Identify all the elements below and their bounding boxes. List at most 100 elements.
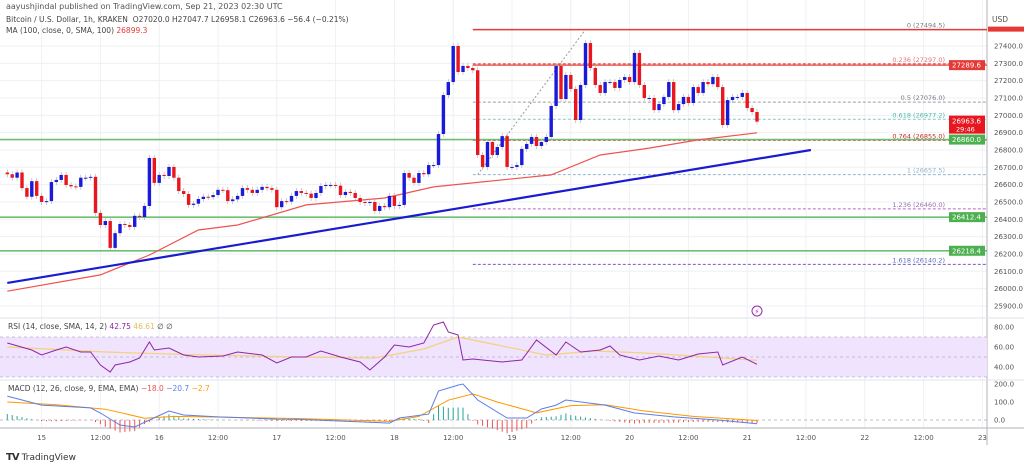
candle-up bbox=[417, 173, 421, 183]
candle-down bbox=[505, 136, 509, 167]
candle-up bbox=[461, 65, 465, 72]
candle-down bbox=[358, 197, 362, 202]
candle-up bbox=[623, 77, 627, 80]
candle-down bbox=[476, 70, 480, 156]
candle-up bbox=[59, 174, 63, 180]
candle-down bbox=[721, 87, 725, 126]
candle-up bbox=[103, 221, 107, 226]
candle-up bbox=[54, 179, 58, 183]
fib-top-tag bbox=[988, 26, 1024, 32]
candle-up bbox=[255, 189, 259, 193]
candle-down bbox=[382, 205, 387, 208]
candle-down bbox=[304, 192, 308, 194]
candle-down bbox=[407, 173, 411, 178]
fib-level-label: 0 (27494.5) bbox=[907, 22, 945, 30]
rsi-ma-value: 46.61 bbox=[133, 322, 155, 331]
macd-tick-label: 0.0 bbox=[994, 417, 1005, 425]
candle-down bbox=[221, 189, 225, 191]
candle-up bbox=[583, 43, 588, 85]
candle-up bbox=[329, 184, 333, 186]
candle-down bbox=[696, 87, 700, 93]
candle-down bbox=[299, 191, 303, 193]
candle-up bbox=[368, 201, 372, 204]
candle-up bbox=[314, 192, 318, 198]
symbol-title[interactable]: Bitcoin / U.S. Dollar, 1h, KRAKEN bbox=[6, 15, 128, 24]
candle-down bbox=[64, 174, 68, 185]
currency-label[interactable]: USD bbox=[992, 15, 1009, 24]
candle-down bbox=[270, 188, 274, 190]
candle-up bbox=[539, 142, 544, 146]
candle-up bbox=[79, 177, 83, 187]
tradingview-logo-icon: TV bbox=[6, 452, 20, 463]
rsi-value: 42.75 bbox=[109, 322, 131, 331]
candle-up bbox=[113, 233, 117, 248]
candle-up bbox=[510, 166, 514, 168]
candle-up bbox=[647, 97, 651, 99]
candle-up bbox=[84, 177, 88, 179]
candle-down bbox=[5, 172, 9, 175]
candle-down bbox=[265, 186, 269, 189]
candle-down bbox=[363, 201, 367, 204]
candle-down bbox=[98, 212, 103, 226]
candle-up bbox=[387, 195, 392, 208]
candle-down bbox=[745, 92, 749, 109]
fib-level-label: 0.618 (26977.2) bbox=[892, 111, 945, 119]
candle-up bbox=[603, 82, 607, 93]
candle-up bbox=[147, 157, 152, 206]
candle-down bbox=[309, 193, 313, 198]
candle-up bbox=[485, 142, 490, 167]
candle-down bbox=[172, 166, 176, 178]
candle-down bbox=[226, 190, 230, 202]
price-tick-label: 27300.0 bbox=[994, 60, 1023, 68]
candle-up bbox=[324, 184, 328, 187]
candle-up bbox=[167, 166, 171, 176]
candle-up bbox=[662, 96, 666, 105]
price-tick-label: 26100.0 bbox=[994, 268, 1023, 276]
candle-up bbox=[191, 203, 196, 205]
ohlc-values: O27020.0 H27047.7 L26958.1 C26963.6 −56.… bbox=[132, 15, 349, 24]
price-tick-label: 26400.0 bbox=[994, 216, 1023, 224]
ma-legend-label[interactable]: MA (100, close, 0, SMA, 100) bbox=[6, 26, 114, 35]
time-tick-label: 22 bbox=[860, 434, 869, 442]
price-tick-label: 26900.0 bbox=[994, 129, 1023, 137]
candle-down bbox=[373, 201, 377, 211]
ma100-line bbox=[7, 132, 758, 292]
candle-down bbox=[152, 157, 156, 183]
published-note: aayushjindal published on TradingView.co… bbox=[6, 2, 283, 11]
candle-up bbox=[711, 77, 715, 85]
price-tag-label: 26412.4 bbox=[952, 214, 981, 222]
candle-up bbox=[196, 199, 201, 204]
candle-up bbox=[451, 46, 455, 83]
countdown-label: 29:46 bbox=[956, 126, 975, 134]
candle-down bbox=[593, 68, 597, 85]
fib-level-label: 1.236 (26460.0) bbox=[892, 201, 945, 209]
candle-down bbox=[750, 108, 754, 113]
macd-signal-line bbox=[7, 393, 758, 422]
tradingview-logo[interactable]: TV TradingView bbox=[6, 452, 76, 463]
macd-line bbox=[7, 383, 758, 428]
price-tick-label: 27200.0 bbox=[994, 77, 1023, 85]
candle-down bbox=[250, 189, 254, 193]
candle-up bbox=[515, 165, 519, 167]
candle-up bbox=[564, 74, 568, 100]
candle-up bbox=[730, 96, 735, 101]
candle-up bbox=[735, 96, 740, 98]
candle-up bbox=[280, 201, 284, 208]
candle-down bbox=[137, 215, 142, 218]
fib-level-label: 0.5 (27076.0) bbox=[901, 94, 945, 102]
time-tick-label: 12:00 bbox=[443, 434, 463, 442]
macd-legend[interactable]: MACD (12, 26, close, 9, EMA, EMA) −18.0 … bbox=[8, 384, 210, 393]
candle-up bbox=[520, 148, 524, 166]
price-tick-label: 26200.0 bbox=[994, 250, 1023, 258]
candle-up bbox=[667, 82, 671, 97]
candle-down bbox=[245, 188, 250, 190]
candle-down bbox=[412, 177, 416, 183]
candle-down bbox=[652, 97, 656, 111]
candle-up bbox=[681, 96, 686, 105]
candle-up bbox=[15, 172, 19, 178]
chart-legend: Bitcoin / U.S. Dollar, 1h, KRAKEN O27020… bbox=[6, 14, 349, 36]
rsi-legend[interactable]: RSI (14, close, SMA, 14, 2) 42.75 46.61 … bbox=[8, 322, 173, 331]
candle-down bbox=[20, 172, 24, 189]
time-tick-label: 12:00 bbox=[90, 434, 110, 442]
